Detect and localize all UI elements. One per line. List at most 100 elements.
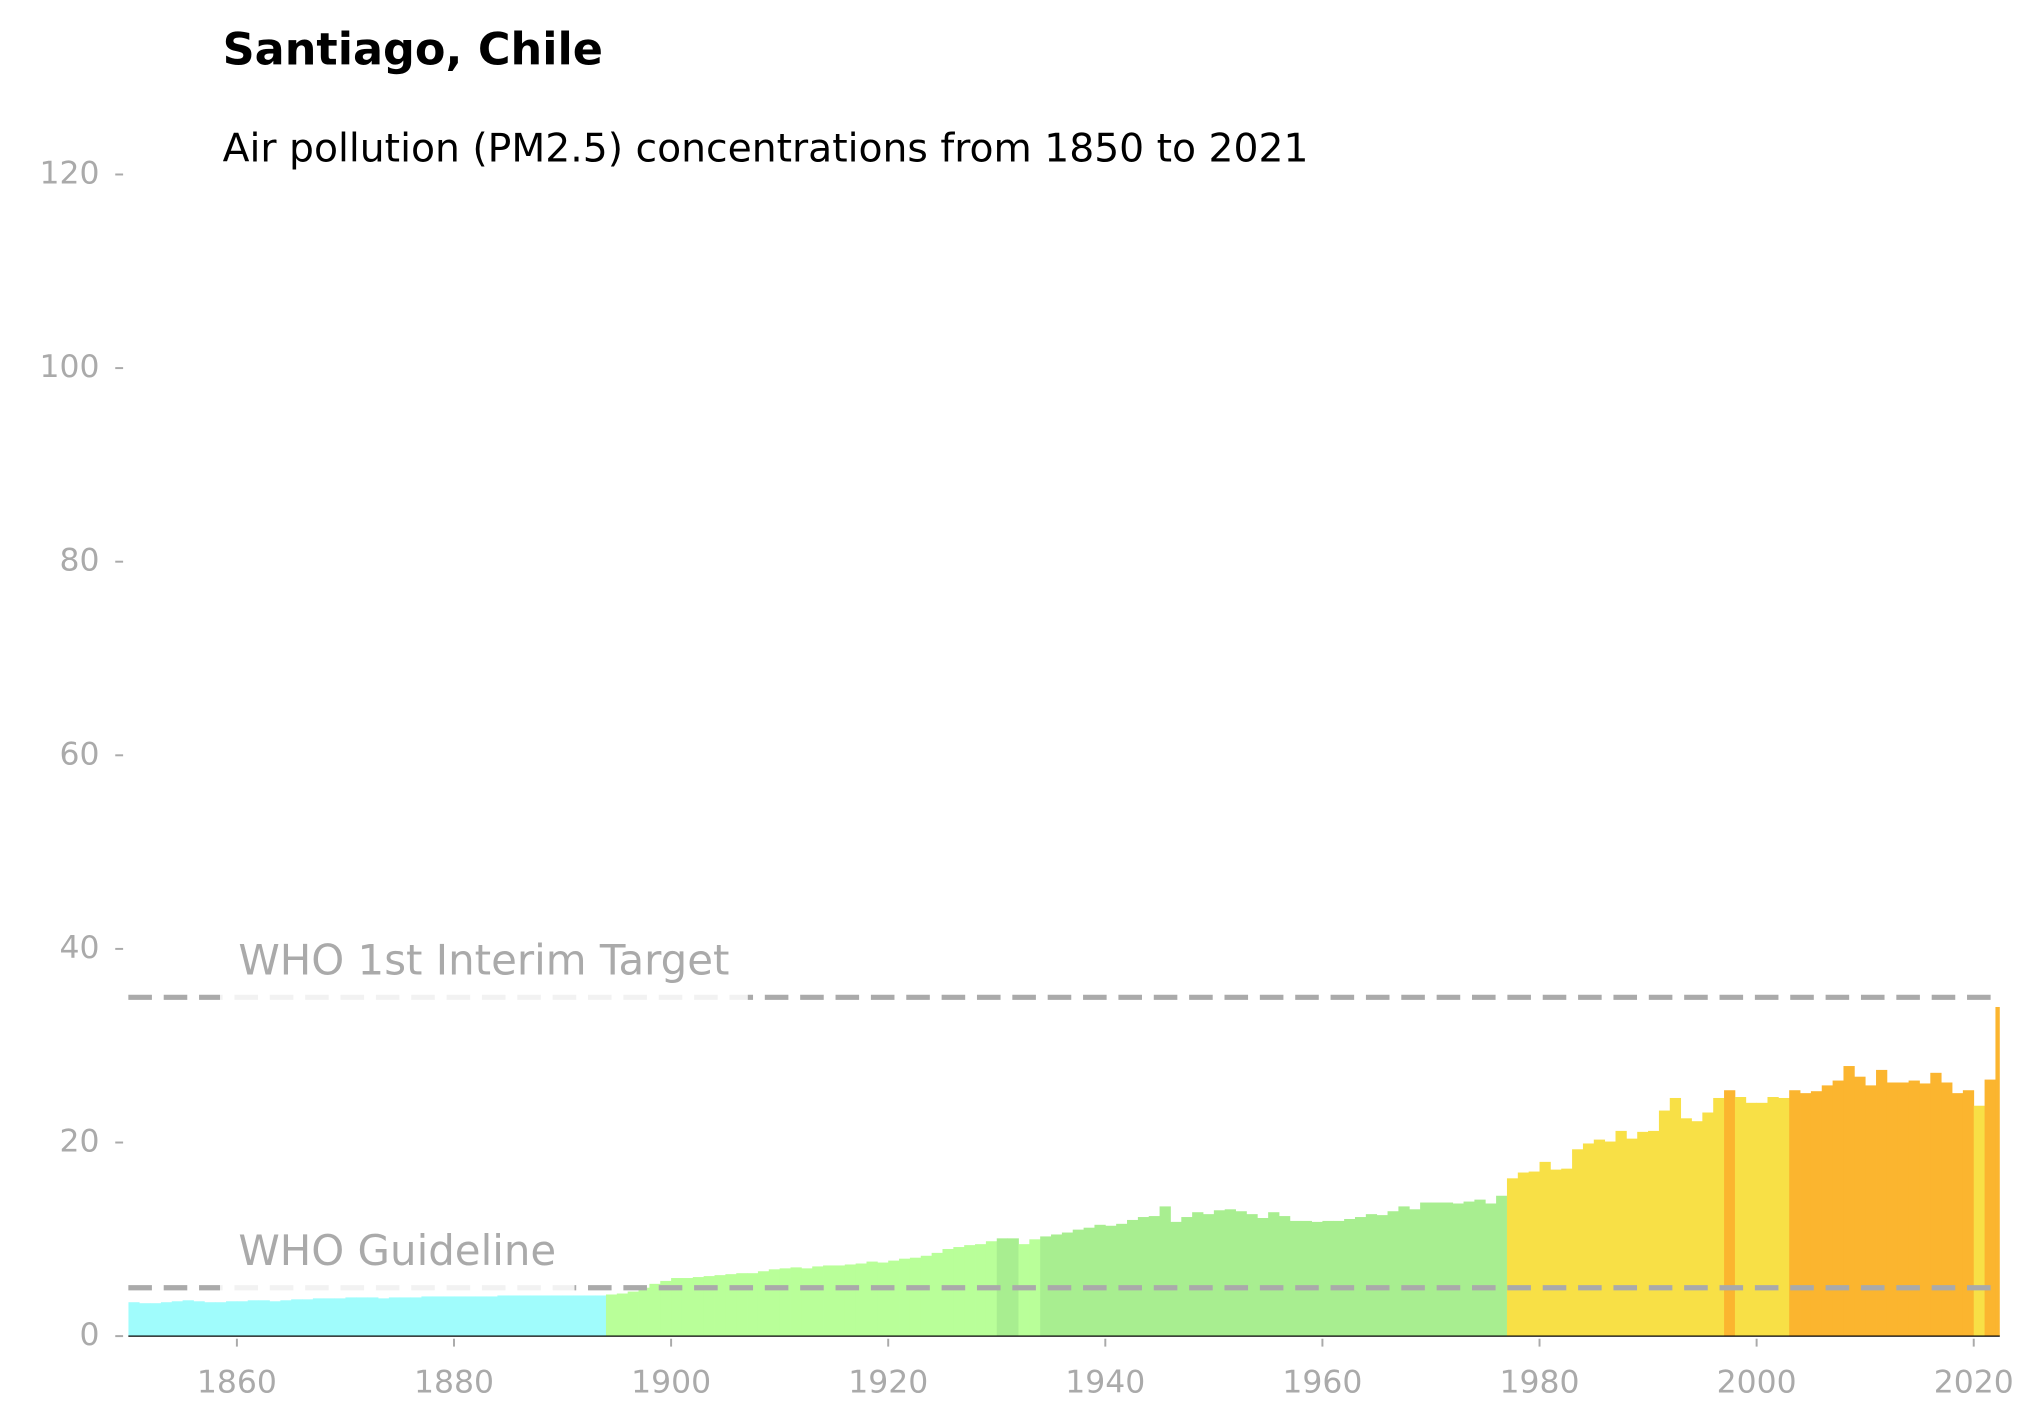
- bar: [1821, 1085, 1834, 1337]
- bar: [1843, 1066, 1855, 1337]
- bar: [1582, 1143, 1595, 1337]
- bar: [258, 1300, 270, 1337]
- bar: [616, 1293, 629, 1337]
- bar: [1159, 1206, 1171, 1337]
- x-tick-label: 1940: [1065, 1364, 1145, 1400]
- y-tick-label: 0: [80, 1317, 100, 1353]
- bar: [1496, 1195, 1508, 1337]
- bar: [1040, 1236, 1052, 1337]
- bar: [1344, 1218, 1356, 1337]
- bar: [1463, 1201, 1475, 1337]
- bar: [1648, 1130, 1660, 1337]
- y-tick-label: 40: [60, 930, 100, 966]
- bar: [1137, 1217, 1150, 1337]
- bar: [1930, 1072, 1942, 1337]
- bar: [540, 1295, 553, 1337]
- bar: [1724, 1090, 1736, 1337]
- bar: [1832, 1080, 1844, 1337]
- bar: [605, 1294, 618, 1337]
- bar: [768, 1269, 781, 1337]
- bar: [1441, 1202, 1454, 1337]
- x-tick-label: 1980: [1500, 1364, 1580, 1400]
- bar: [584, 1295, 596, 1337]
- bar: [1734, 1097, 1747, 1337]
- x-tick-label: 1920: [848, 1364, 928, 1400]
- bar: [1626, 1138, 1638, 1337]
- bar: [1713, 1097, 1725, 1337]
- bar: [1203, 1214, 1215, 1337]
- y-tick-label: 120: [40, 155, 100, 191]
- bar: [1181, 1217, 1193, 1337]
- reference-label: WHO Guideline: [238, 1226, 556, 1275]
- bar: [1528, 1171, 1540, 1337]
- bar: [1246, 1214, 1258, 1337]
- bar: [1810, 1091, 1823, 1337]
- bars: [128, 1006, 2000, 1337]
- bar: [1876, 1069, 1888, 1337]
- bar: [1669, 1097, 1682, 1337]
- bar: [280, 1300, 292, 1337]
- bar: [1691, 1121, 1703, 1337]
- bar: [692, 1277, 705, 1337]
- x-tick-label: 2000: [1717, 1364, 1797, 1400]
- bar: [1148, 1216, 1160, 1337]
- bar: [1517, 1172, 1530, 1337]
- bar: [204, 1302, 216, 1337]
- x-tick-label: 1860: [197, 1364, 277, 1400]
- bar: [1941, 1082, 1953, 1337]
- bar: [1235, 1211, 1247, 1337]
- bar: [1962, 1090, 1975, 1337]
- bar: [1333, 1220, 1345, 1337]
- bar: [529, 1295, 542, 1337]
- bar: [410, 1297, 422, 1337]
- bar: [432, 1296, 444, 1337]
- bar: [1897, 1082, 1909, 1337]
- bar: [1257, 1218, 1269, 1337]
- bar: [1680, 1118, 1692, 1337]
- bar: [920, 1255, 933, 1337]
- reference-label-background: [220, 1282, 575, 1293]
- bar: [627, 1291, 639, 1337]
- bar: [1615, 1130, 1627, 1337]
- bar: [1973, 1105, 1985, 1337]
- y-tick-label: 100: [40, 349, 100, 385]
- bar: [1354, 1217, 1367, 1337]
- bar: [1745, 1102, 1758, 1337]
- bar: [736, 1273, 748, 1337]
- bar: [1854, 1076, 1866, 1337]
- bar: [421, 1296, 433, 1337]
- bar: [1800, 1093, 1812, 1337]
- bar: [291, 1299, 303, 1337]
- bar: [1572, 1149, 1584, 1337]
- bar: [790, 1267, 802, 1337]
- bar: [1561, 1168, 1573, 1337]
- y-tick-label: 60: [60, 736, 100, 772]
- bar: [649, 1283, 661, 1337]
- bar: [1311, 1221, 1323, 1337]
- bar: [226, 1301, 238, 1337]
- bar: [247, 1300, 259, 1337]
- bar: [801, 1268, 813, 1337]
- bar: [1170, 1221, 1182, 1337]
- bar: [312, 1298, 325, 1337]
- bar: [1550, 1169, 1562, 1337]
- bar: [367, 1297, 379, 1337]
- bar: [888, 1260, 900, 1337]
- bar: [747, 1273, 759, 1337]
- bar: [1398, 1206, 1410, 1337]
- bar: [171, 1301, 184, 1337]
- bar: [378, 1298, 390, 1337]
- bar: [1278, 1216, 1291, 1337]
- bar: [823, 1265, 835, 1337]
- bar: [302, 1299, 314, 1337]
- bar: [269, 1301, 281, 1337]
- bar: [757, 1271, 770, 1337]
- bar: [1376, 1215, 1388, 1337]
- bar: [1192, 1212, 1204, 1337]
- bar: [1919, 1083, 1931, 1337]
- bar: [1778, 1097, 1790, 1337]
- bar: [1300, 1220, 1312, 1337]
- bar: [1886, 1082, 1899, 1337]
